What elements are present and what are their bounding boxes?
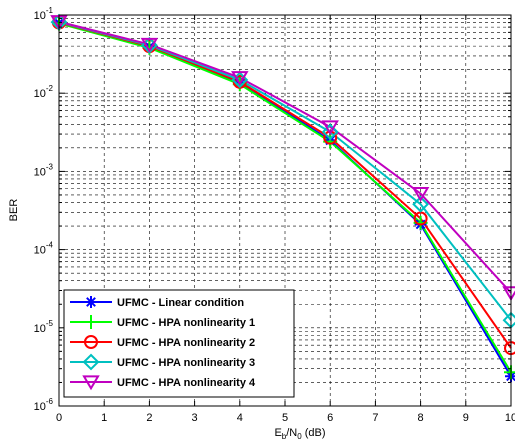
x-tick-label: 9 [463,412,469,424]
y-axis-label: BER [8,199,20,222]
series-line-2 [58,22,512,373]
y-tick-label: 10-4 [34,241,54,257]
x-tick-label: 3 [192,412,198,424]
legend-label: UFMC - HPA nonlinearity 4 [117,377,256,389]
x-tick-label: 8 [418,412,424,424]
x-tick-label: 0 [56,412,62,424]
axis-ticks [58,14,512,407]
data-point [321,123,339,141]
legend-label: UFMC - HPA nonlinearity 3 [117,357,255,369]
y-tick-label: 10-1 [34,6,54,22]
x-tick-label: 5 [282,412,288,424]
data-point [231,71,249,86]
y-tick-label: 10-5 [34,319,54,335]
y-tick-label: 10-3 [34,162,54,178]
x-tick-label: 4 [237,412,243,424]
x-tick-label: 6 [327,412,333,424]
x-tick-labels: 0 1 2 3 4 5 6 7 8 9 10 [56,412,515,424]
legend-marker [82,353,100,371]
data-point [411,187,430,202]
legend-label: UFMC - Linear condition [117,297,244,309]
x-tick-label: 1 [101,412,107,424]
legend-marker [85,296,97,308]
data-point [412,195,430,213]
x-tick-label: 2 [146,412,152,424]
legend-label: UFMC - HPA nonlinearity 2 [117,337,255,349]
legend-label: UFMC - HPA nonlinearity 1 [117,317,255,329]
x-axis-label: Eb/N0 (dB) [274,427,325,441]
data-point [321,120,339,136]
y-tick-label: 10-6 [34,397,54,413]
y-tick-labels: 10-1 10-2 10-3 10-4 10-5 10-6 [34,6,54,413]
legend: UFMC - Linear condition UFMC - HPA nonlin… [63,289,295,398]
series-lines [58,20,512,377]
legend-marker [84,315,98,329]
legend-marker [84,335,98,349]
x-tick-label: 7 [372,412,378,424]
y-tick-label: 10-2 [34,84,54,100]
series-line-5 [58,20,512,294]
x-tick-label: 10 [505,412,515,424]
legend-box [63,289,295,398]
legend-marker [82,375,100,391]
data-point [140,37,159,53]
